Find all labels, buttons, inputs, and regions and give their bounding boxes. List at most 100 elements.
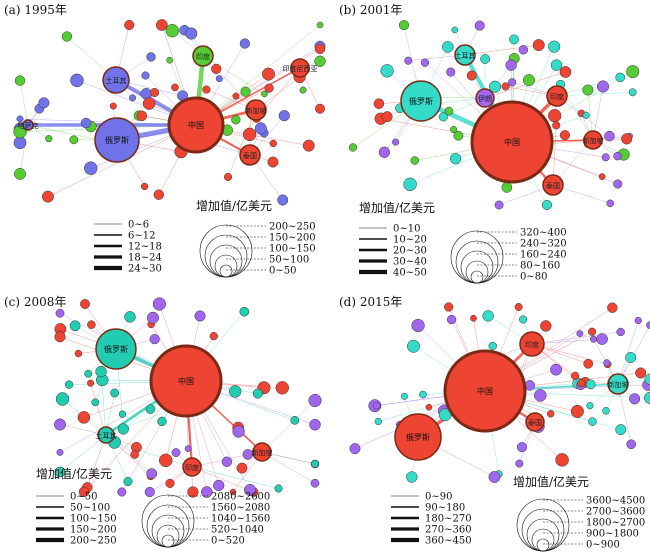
- economy-node: [232, 92, 240, 100]
- economy-node: [77, 411, 91, 424]
- economy-node: [278, 110, 290, 122]
- hub-node: [182, 457, 202, 477]
- economy-node: [571, 371, 580, 380]
- economy-node: [87, 320, 96, 329]
- economy-node: [150, 88, 160, 98]
- economy-node: [349, 443, 361, 455]
- economy-node: [316, 21, 324, 29]
- edge-range-label: 40~50: [393, 268, 427, 279]
- edge-range-label: 150~200: [70, 525, 117, 536]
- economy-node: [264, 83, 274, 93]
- edge-range-label: 6~12: [128, 231, 155, 242]
- economy-node: [144, 486, 155, 498]
- edge-range-label: 0~10: [393, 224, 420, 235]
- economy-node: [61, 31, 73, 42]
- panel-a-edges: [19, 24, 321, 201]
- size-range-label: 0~80: [520, 272, 547, 283]
- network-edge: [531, 331, 621, 345]
- network-edge: [19, 80, 29, 126]
- economy-node: [646, 321, 650, 329]
- economy-node: [522, 74, 535, 87]
- hub-node: [583, 130, 603, 150]
- economy-node: [69, 320, 81, 332]
- panel-d-title: (d) 2015年: [339, 295, 402, 309]
- economy-node: [438, 112, 448, 122]
- economy-node: [410, 156, 420, 165]
- panel-b-title: (b) 2001年: [339, 3, 402, 17]
- economy-node: [548, 109, 562, 123]
- economy-node: [381, 111, 393, 123]
- economy-node: [374, 417, 382, 426]
- hub-node: [519, 331, 545, 357]
- economy-node: [509, 34, 519, 45]
- economy-node: [314, 43, 326, 55]
- economy-node: [585, 379, 596, 390]
- network-edge: [19, 124, 29, 174]
- economy-node: [242, 127, 257, 142]
- hub-node: [95, 328, 137, 370]
- hub-label: 泰国: [528, 418, 542, 427]
- economy-node: [489, 80, 502, 93]
- economy-node: [87, 379, 95, 387]
- economy-node: [187, 486, 199, 498]
- size-legend-circle: [455, 240, 499, 284]
- economy-node: [74, 349, 83, 358]
- hub-node: [546, 85, 568, 107]
- edge-range-label: 50~100: [70, 503, 110, 514]
- economy-node: [615, 72, 625, 83]
- economy-node: [110, 388, 120, 398]
- economy-node: [13, 125, 27, 139]
- hub-node: [290, 58, 310, 78]
- hub-node: [102, 66, 130, 94]
- economy-node: [54, 331, 66, 343]
- economy-node: [392, 138, 400, 146]
- edge-range-label: 0~90: [425, 492, 452, 503]
- size-legend-circle: [536, 538, 550, 552]
- economy-node: [124, 311, 136, 323]
- hub-node: [443, 349, 527, 433]
- economy-node: [157, 416, 167, 427]
- size-range-label: 1560~2080: [211, 503, 270, 514]
- network-edge: [227, 109, 257, 178]
- economy-node: [171, 448, 181, 458]
- economy-node: [184, 445, 192, 453]
- hub-node: [394, 413, 442, 461]
- size-legend-circle: [526, 518, 560, 552]
- economy-node: [516, 442, 528, 453]
- economy-node: [550, 59, 563, 71]
- economy-node: [644, 391, 650, 404]
- edge-range-label: 10~20: [393, 235, 427, 246]
- economy-node: [488, 341, 497, 351]
- economy-node: [576, 330, 584, 337]
- economy-node: [466, 70, 477, 81]
- economy-node: [38, 97, 50, 109]
- size-range-label: 900~1800: [586, 529, 639, 540]
- economy-node: [239, 306, 250, 317]
- size-legend-circle: [470, 270, 484, 284]
- economy-node: [147, 311, 159, 324]
- economy-node: [42, 190, 54, 203]
- economy-node: [299, 86, 307, 94]
- panel-c-legend: 增加值/亿美元 0~5050~100100~150150~200200~250 …: [36, 466, 270, 548]
- edge-range-label: 30~40: [393, 257, 427, 268]
- size-range-label: 1800~2700: [586, 518, 645, 529]
- hub-label: 俄罗斯: [406, 432, 430, 442]
- economy-node: [314, 55, 326, 67]
- economy-node: [155, 19, 168, 31]
- network-edge: [261, 451, 316, 484]
- economy-node: [604, 130, 615, 142]
- economy-node: [202, 85, 211, 94]
- economy-node: [582, 111, 590, 119]
- economy-node: [165, 24, 179, 38]
- edge-range-label: 0~6: [128, 220, 149, 231]
- economy-node: [117, 487, 127, 497]
- economy-node: [231, 115, 241, 125]
